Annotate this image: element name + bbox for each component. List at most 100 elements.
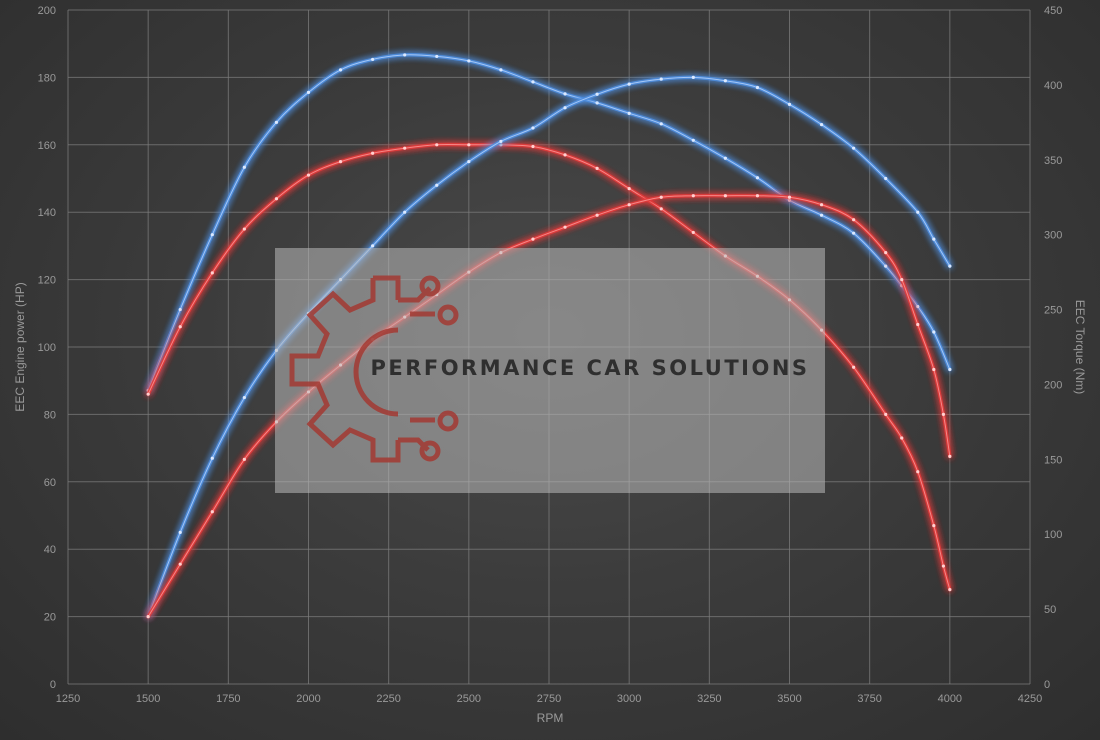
data-point — [932, 524, 936, 528]
data-point — [242, 165, 246, 169]
watermark: PERFORMANCE CAR SOLUTIONS — [275, 248, 825, 493]
data-point — [210, 271, 214, 275]
y-left-tick-label: 20 — [44, 612, 56, 624]
data-point — [563, 225, 567, 229]
data-point — [499, 139, 503, 144]
data-point — [852, 218, 856, 222]
y-left-tick-label: 0 — [50, 679, 56, 691]
data-point — [178, 530, 182, 534]
y-right-tick-label: 300 — [1044, 230, 1062, 242]
y-right-tick-label: 250 — [1044, 305, 1062, 317]
axis-labels: 1250 1500 1750 2000 2250 2500 2750 3000 3250 3500… — [38, 5, 1063, 705]
x-tick-label: 4250 — [1018, 693, 1042, 705]
x-tick-label: 2000 — [296, 693, 320, 705]
data-point — [435, 183, 439, 187]
data-point — [916, 322, 920, 327]
data-point — [595, 92, 599, 96]
data-point — [403, 53, 407, 57]
data-point — [723, 156, 727, 160]
data-point — [819, 122, 824, 127]
data-point — [563, 106, 567, 110]
data-point — [948, 454, 952, 458]
data-point — [900, 436, 904, 440]
data-point — [884, 176, 888, 181]
data-point — [691, 138, 695, 142]
data-point — [900, 278, 904, 282]
data-point — [242, 227, 246, 231]
data-point — [403, 210, 407, 214]
data-point — [274, 197, 279, 201]
data-point — [242, 457, 246, 461]
data-point — [435, 143, 439, 147]
data-point — [787, 195, 792, 199]
x-tick-label: 1250 — [56, 693, 80, 705]
x-tick-label: 4000 — [938, 693, 962, 705]
data-point — [916, 304, 920, 309]
data-point — [178, 562, 182, 566]
y-left-tick-label: 60 — [44, 477, 56, 489]
data-point — [595, 166, 599, 170]
data-point — [932, 237, 936, 241]
y-right-tick-label: 0 — [1044, 679, 1050, 691]
y-left-tick-label: 100 — [38, 342, 56, 354]
x-tick-label: 1750 — [216, 693, 240, 705]
data-point — [941, 412, 946, 416]
data-point — [787, 102, 792, 106]
y-right-tick-label: 150 — [1044, 454, 1062, 466]
data-point — [531, 237, 535, 241]
data-point — [948, 588, 952, 592]
data-point — [178, 325, 182, 329]
data-point — [691, 230, 695, 235]
data-point — [627, 203, 631, 207]
y-right-tick-label: 450 — [1044, 5, 1062, 17]
data-point — [467, 143, 471, 147]
x-tick-label: 3250 — [697, 693, 721, 705]
series-2 — [146, 142, 952, 592]
y-left-tick-label: 140 — [38, 207, 56, 219]
data-point — [916, 210, 920, 214]
data-point — [435, 54, 439, 59]
data-point — [467, 59, 471, 63]
data-point — [916, 470, 920, 474]
data-point — [371, 57, 375, 62]
data-point — [723, 194, 727, 198]
data-point — [242, 395, 246, 400]
data-point — [595, 101, 599, 105]
data-point — [178, 307, 182, 312]
y-right-tick-label: 350 — [1044, 155, 1062, 167]
y-left-tick-label: 180 — [38, 72, 56, 84]
y-axis-left-title: EEC Engine power (HP) — [13, 282, 27, 411]
data-point — [499, 68, 503, 72]
data-point — [306, 173, 311, 177]
data-point — [563, 153, 567, 157]
data-point — [755, 85, 760, 90]
data-point — [627, 82, 631, 86]
data-point — [371, 244, 375, 248]
data-point — [659, 122, 663, 126]
data-point — [941, 564, 946, 568]
data-point — [371, 151, 375, 155]
data-point — [210, 510, 214, 514]
x-axis-title: RPM — [537, 711, 564, 725]
data-point — [595, 213, 599, 217]
data-point — [403, 146, 407, 150]
data-point — [659, 77, 663, 81]
watermark-text: PERFORMANCE CAR SOLUTIONS — [370, 356, 809, 380]
y-left-tick-label: 160 — [38, 140, 56, 152]
data-point — [210, 456, 214, 460]
x-tick-label: 2250 — [376, 693, 400, 705]
series-1 — [146, 53, 952, 393]
y-right-tick-label: 400 — [1044, 80, 1062, 92]
data-point — [531, 126, 535, 130]
data-point — [948, 367, 952, 372]
gear-logo-icon — [289, 275, 459, 463]
y-left-tick-label: 200 — [38, 5, 56, 17]
y-right-tick-label: 100 — [1044, 529, 1062, 541]
data-point — [146, 615, 150, 619]
y-right-tick-label: 200 — [1044, 379, 1062, 391]
data-point — [819, 213, 824, 217]
data-point — [755, 194, 760, 198]
x-tick-label: 1500 — [136, 693, 160, 705]
data-point — [499, 143, 503, 147]
